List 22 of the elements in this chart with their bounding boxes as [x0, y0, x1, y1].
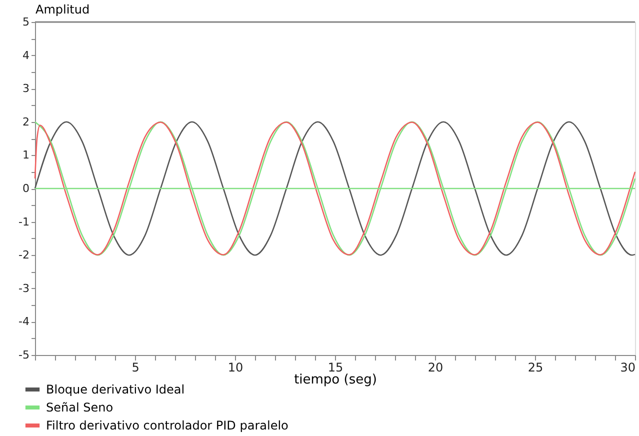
y-tick-label: -4 — [18, 315, 30, 328]
legend-label: Señal Seno — [46, 400, 114, 414]
y-tick-label: 2 — [22, 115, 30, 128]
x-tick-label: 20 — [428, 360, 444, 374]
y-tick-label: -3 — [18, 282, 30, 295]
x-tick-label: 25 — [528, 360, 544, 374]
legend-label: Bloque derivativo Ideal — [46, 382, 185, 396]
x-tick-label: 10 — [228, 360, 244, 374]
y-tick-label: 1 — [22, 148, 30, 162]
y-axis-title: Amplitud — [36, 2, 90, 16]
y-tick-label: -5 — [18, 348, 30, 362]
x-tick-label: 5 — [132, 360, 140, 374]
x-tick-label: 30 — [620, 360, 636, 374]
y-tick-label: 3 — [22, 82, 30, 96]
y-tick-label: 5 — [22, 16, 30, 28]
legend-label: Filtro derivativo controlador PID paralelo — [46, 418, 288, 432]
y-tick-label: -1 — [18, 215, 30, 228]
x-axis-title: tiempo (seg) — [294, 372, 377, 388]
x-tick-label: 15 — [328, 360, 344, 374]
y-tick-label: 4 — [22, 48, 30, 62]
y-tick-label: -2 — [18, 248, 30, 262]
y-tick-label: 0 — [22, 182, 30, 195]
